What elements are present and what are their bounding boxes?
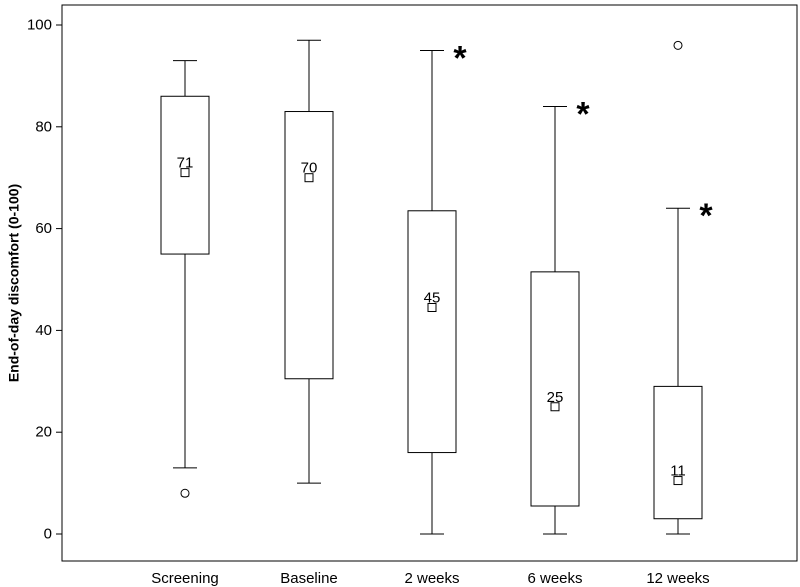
box-iqr — [284, 111, 334, 380]
mean-marker — [180, 168, 190, 178]
mean-label: 70 — [301, 160, 318, 177]
significance-marker: * — [453, 39, 467, 77]
y-tick-label: 40 — [35, 322, 52, 339]
x-tick-label: 12 weeks — [646, 570, 709, 587]
y-tick-label: 100 — [27, 17, 52, 34]
significance-marker: * — [699, 197, 713, 235]
box-group: 71 — [160, 60, 210, 498]
y-tick-label: 20 — [35, 424, 52, 441]
y-axis: 0 20 40 60 80 100 — [27, 17, 62, 543]
y-tick-label: 80 — [35, 118, 52, 135]
mean-label: 25 — [547, 389, 564, 406]
box-group: 70 — [284, 39, 334, 484]
box-group: 11 * — [653, 40, 713, 535]
box-iqr — [407, 210, 457, 454]
outlier-point — [673, 40, 683, 50]
x-tick-label: Screening — [151, 570, 219, 587]
boxes: 71 70 45 * 25 * 11 * — [160, 39, 713, 535]
x-tick-label: 2 weeks — [404, 570, 459, 587]
outlier-point — [180, 488, 190, 498]
mean-marker — [550, 402, 560, 412]
mean-marker — [673, 476, 683, 486]
x-tick-label: Baseline — [280, 570, 338, 587]
mean-label: 71 — [177, 155, 194, 172]
significance-marker: * — [576, 95, 590, 133]
y-tick-label: 0 — [44, 526, 52, 543]
mean-label: 45 — [424, 289, 441, 306]
mean-marker — [304, 173, 314, 183]
box-iqr — [530, 271, 580, 507]
y-tick-label: 60 — [35, 220, 52, 237]
box-iqr — [653, 385, 703, 520]
x-axis: Screening Baseline 2 weeks 6 weeks 12 weeks — [151, 570, 709, 587]
y-axis-label: End-of-day discomfort (0-100) — [6, 184, 22, 382]
plot-frame — [61, 4, 798, 562]
mean-marker — [427, 302, 437, 312]
box-group: 25 * — [530, 95, 590, 535]
mean-label: 11 — [670, 463, 686, 480]
x-tick-label: 6 weeks — [527, 570, 582, 587]
box-group: 45 * — [407, 39, 467, 535]
